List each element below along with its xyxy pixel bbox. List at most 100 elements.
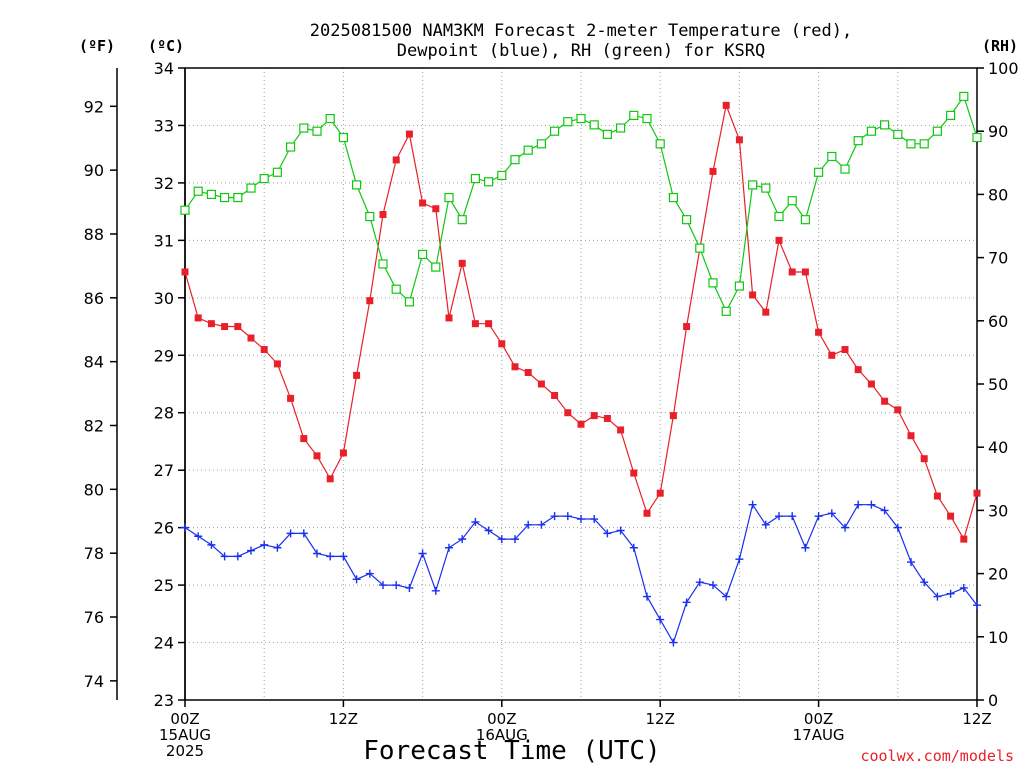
celsius-tick-label: 26: [154, 519, 174, 538]
dewpoint-point: [326, 552, 335, 561]
temperature-point: [498, 340, 506, 348]
chart-title-line2: Dewpoint (blue), RH (green) for KSRQ: [397, 41, 765, 61]
rh-point: [668, 192, 679, 203]
celsius-tick-label: 30: [154, 289, 174, 308]
temperature-point: [603, 414, 611, 422]
rh-point: [879, 120, 890, 130]
temperature-point: [867, 380, 875, 388]
temperature-point: [260, 346, 268, 354]
rh-point: [510, 155, 520, 165]
rh-point: [418, 249, 428, 260]
dewpoint-point: [550, 512, 559, 521]
dewpoint-point: [392, 581, 401, 590]
temperature-point: [485, 320, 493, 328]
temperature-point: [537, 380, 545, 388]
rh-point: [259, 174, 269, 184]
fahrenheit-tick-label: 90: [84, 161, 104, 180]
series-layer: [180, 91, 982, 647]
chart-title-line1: 2025081500 NAM3KM Forecast 2-meter Tempe…: [310, 21, 852, 41]
temperature-point: [366, 297, 374, 305]
temperature-point: [920, 455, 928, 463]
rh-tick-label: 70: [988, 249, 1008, 268]
dewpoint-point: [775, 512, 783, 521]
rh-point: [470, 174, 480, 184]
temperature-point: [933, 492, 941, 500]
celsius-tick-label: 34: [154, 59, 174, 78]
temperature-point: [405, 130, 413, 138]
rh-tick-label: 90: [988, 122, 1008, 141]
dewpoint-series-line: [184, 503, 978, 644]
dewpoint-point: [511, 535, 519, 544]
temperature-point: [788, 268, 796, 276]
dewpoint-point: [590, 515, 599, 524]
rh-point: [352, 180, 362, 190]
rh-point: [959, 91, 969, 102]
temperature-point: [828, 351, 836, 359]
x-tick-label: 2025: [166, 742, 204, 760]
rh-point: [576, 113, 586, 124]
rh-point: [536, 139, 547, 149]
rh-point: [299, 123, 309, 133]
dewpoint-point: [973, 601, 981, 610]
dewpoint-point: [405, 583, 414, 592]
rh-point: [325, 113, 335, 124]
dewpoint-point: [893, 523, 902, 532]
rh-point: [484, 177, 494, 187]
dewpoint-point: [194, 532, 203, 541]
rh-tick-label: 100: [988, 59, 1019, 78]
temperature-point: [630, 469, 638, 477]
rh-point: [563, 117, 573, 127]
temperature-point: [564, 409, 572, 417]
temperature-point: [762, 308, 770, 316]
dewpoint-point: [603, 529, 612, 538]
temperature-point: [234, 323, 242, 331]
dewpoint-point: [616, 526, 625, 535]
celsius-tick-label: 31: [154, 231, 174, 250]
rh-point: [523, 145, 533, 155]
temperature-point: [471, 320, 479, 328]
fahrenheit-tick-label: 84: [84, 353, 104, 372]
temperature-point: [392, 156, 400, 164]
dewpoint-point: [471, 517, 480, 526]
rh-point: [893, 129, 903, 139]
temperature-point: [894, 406, 902, 414]
temperature-point: [524, 369, 532, 377]
dewpoint-point: [260, 540, 269, 549]
rh-point: [457, 215, 467, 225]
dewpoint-point: [379, 581, 387, 590]
temperature-point: [577, 420, 585, 428]
temperature-point: [247, 334, 255, 342]
dewpoint-point: [299, 529, 308, 538]
rh-point: [206, 189, 216, 199]
dewpoint-point: [669, 638, 678, 647]
dewpoint-point: [788, 512, 797, 521]
fahrenheit-tick-label: 86: [84, 289, 104, 308]
rh-point: [906, 139, 916, 149]
rh-point: [853, 136, 863, 146]
dewpoint-point: [220, 552, 229, 561]
dewpoint-point: [682, 598, 691, 607]
temperature-point: [841, 346, 849, 354]
rh-point: [497, 170, 507, 181]
temperature-point: [854, 366, 862, 374]
x-tick-label: 16AUG: [476, 726, 528, 744]
temperature-point: [326, 475, 334, 483]
dewpoint-point: [841, 523, 849, 532]
temperature-point: [551, 391, 559, 399]
rh-point: [734, 281, 745, 291]
dewpoint-point: [286, 529, 295, 538]
rh-point: [391, 284, 401, 294]
dewpoint-point: [656, 615, 665, 624]
dewpoint-point: [709, 581, 717, 590]
dewpoint-point: [577, 515, 585, 524]
x-tick-label: 00Z: [804, 710, 833, 728]
temperature-point: [181, 268, 189, 276]
rh-point: [233, 192, 243, 203]
rh-point: [787, 196, 797, 206]
rh-point: [180, 205, 190, 215]
rh-point: [919, 139, 929, 149]
dewpoint-point: [339, 552, 348, 561]
temperature-point: [709, 167, 717, 175]
rh-tick-label: 50: [988, 375, 1008, 394]
rh-point: [642, 113, 652, 124]
